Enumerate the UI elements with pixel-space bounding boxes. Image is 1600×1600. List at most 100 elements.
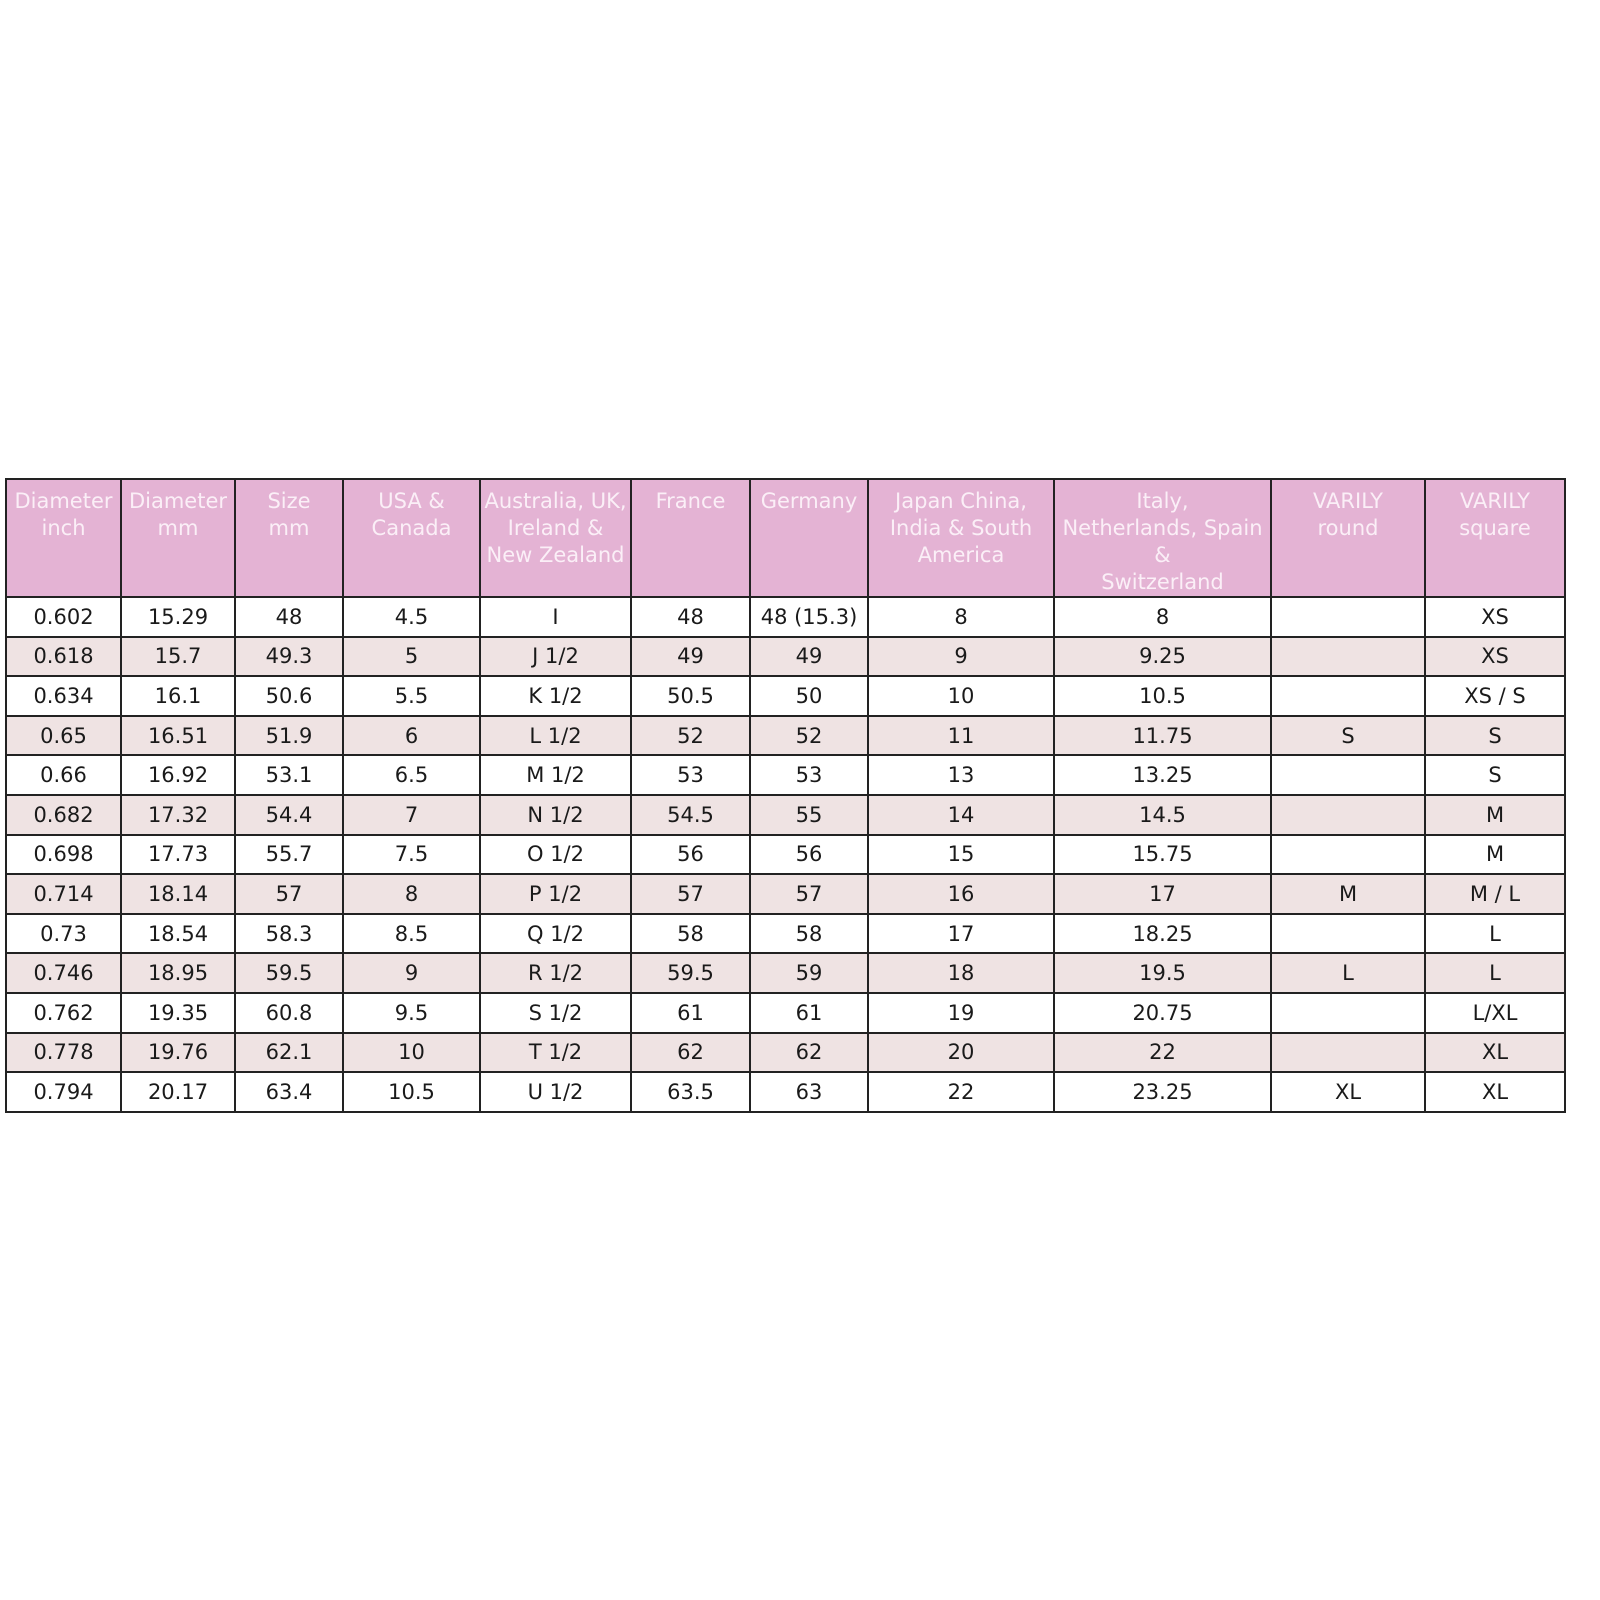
table-cell: XS [1424, 596, 1566, 638]
table-row: 0.73 18.54 58.3 8.5 Q 1/2 58 58 17 18.25 L [5, 912, 1566, 955]
column-header: Germany [749, 478, 869, 598]
table-cell: 14 [867, 793, 1055, 836]
column-header: VARILY round [1270, 478, 1426, 598]
table-cell: 0.602 [5, 596, 122, 638]
table-cell: 8.5 [342, 912, 481, 955]
table-cell: K 1/2 [479, 675, 632, 717]
table-cell: 8 [1053, 596, 1272, 638]
table-cell [1270, 833, 1426, 876]
table-cell: 57 [630, 873, 751, 915]
column-header-line: Italy, [1136, 489, 1189, 513]
table-cell: 7 [342, 793, 481, 836]
table-cell: 54.4 [234, 793, 344, 836]
table-cell: 19 [867, 991, 1055, 1034]
ring-size-table: Diameter inch Diameter mm Size mm USA & Canada A… [5, 478, 1566, 1113]
table-cell: J 1/2 [479, 635, 632, 678]
table-cell: U 1/2 [479, 1071, 632, 1113]
table-cell: 0.794 [5, 1071, 122, 1113]
table-cell: 15.29 [120, 596, 236, 638]
table-cell: 20 [867, 1031, 1055, 1074]
table-cell: 13 [867, 754, 1055, 796]
table-cell: 0.73 [5, 912, 122, 955]
table-body: 0.602 15.29 48 4.5 I 48 48 (15.3) 8 8 XS 0.618 15.7… [5, 596, 1566, 1113]
table-cell: 8 [867, 596, 1055, 638]
column-header-line: VARILY [1460, 489, 1530, 513]
column-header: USA & Canada [342, 478, 481, 598]
table-cell: 61 [749, 991, 869, 1034]
table-cell [1270, 635, 1426, 678]
table-cell: 20.75 [1053, 991, 1272, 1034]
column-header-line: round [1317, 516, 1379, 540]
table-cell: L/XL [1424, 991, 1566, 1034]
table-cell: XL [1270, 1071, 1426, 1113]
table-cell: 7.5 [342, 833, 481, 876]
column-header-line: Diameter [14, 489, 113, 513]
table-cell: 50.6 [234, 675, 344, 717]
table-cell: S [1424, 714, 1566, 757]
table-cell: 17 [867, 912, 1055, 955]
table-cell: 17.32 [120, 793, 236, 836]
column-header-line: mm [268, 516, 310, 540]
table-cell: 4.5 [342, 596, 481, 638]
table-cell: 15 [867, 833, 1055, 876]
table-cell: 9 [867, 635, 1055, 678]
column-header-line: Germany [760, 489, 858, 513]
column-header-line: Ireland & [507, 516, 604, 540]
table-row: 0.746 18.95 59.5 9 R 1/2 59.5 59 18 19.5 L L [5, 952, 1566, 994]
table-cell: 48 [234, 596, 344, 638]
table-cell: 62 [749, 1031, 869, 1074]
table-cell: 59.5 [234, 952, 344, 994]
table-cell: 0.746 [5, 952, 122, 994]
table-cell: 57 [234, 873, 344, 915]
table-cell: 49 [749, 635, 869, 678]
table-row: 0.698 17.73 55.7 7.5 O 1/2 56 56 15 15.75 M [5, 833, 1566, 876]
table-cell: 49 [630, 635, 751, 678]
table-cell: I [479, 596, 632, 638]
column-header-line: America [917, 543, 1005, 567]
table-cell: 53.1 [234, 754, 344, 796]
column-header-line: New Zealand [486, 543, 625, 567]
table-cell: 19.76 [120, 1031, 236, 1074]
table-cell: 14.5 [1053, 793, 1272, 836]
table-cell: 0.66 [5, 754, 122, 796]
column-header-line: Canada [371, 516, 452, 540]
column-header-line: & [1154, 543, 1171, 567]
table-cell: 22 [1053, 1031, 1272, 1074]
column-header-line: France [655, 489, 726, 513]
table-cell: 50 [749, 675, 869, 717]
table-cell: 59 [749, 952, 869, 994]
table-cell: XS / S [1424, 675, 1566, 717]
table-cell: 10.5 [1053, 675, 1272, 717]
column-header-line: USA & [378, 489, 445, 513]
column-header-line: mm [157, 516, 199, 540]
column-header-line: Size [267, 489, 311, 513]
table-cell: 13.25 [1053, 754, 1272, 796]
table-cell [1270, 912, 1426, 955]
table-cell: S [1270, 714, 1426, 757]
table-cell: 15.7 [120, 635, 236, 678]
table-cell: 48 (15.3) [749, 596, 869, 638]
table-cell: 53 [630, 754, 751, 796]
table-cell: 0.682 [5, 793, 122, 836]
table-cell: 9 [342, 952, 481, 994]
table-cell: N 1/2 [479, 793, 632, 836]
table-cell: 19.5 [1053, 952, 1272, 994]
table-cell: 52 [630, 714, 751, 757]
column-header-line: Australia, UK, [484, 489, 627, 513]
table-cell: 6.5 [342, 754, 481, 796]
table-cell: 16.1 [120, 675, 236, 717]
table-cell: 10 [867, 675, 1055, 717]
table-row: 0.778 19.76 62.1 10 T 1/2 62 62 20 22 XL [5, 1031, 1566, 1074]
column-header: Size mm [234, 478, 344, 598]
table-cell: O 1/2 [479, 833, 632, 876]
column-header-line: inch [41, 516, 86, 540]
table-cell: 54.5 [630, 793, 751, 836]
table-cell: 0.618 [5, 635, 122, 678]
table-cell: 58 [749, 912, 869, 955]
table-row: 0.602 15.29 48 4.5 I 48 48 (15.3) 8 8 XS [5, 596, 1566, 638]
table-cell: P 1/2 [479, 873, 632, 915]
table-row: 0.682 17.32 54.4 7 N 1/2 54.5 55 14 14.5 M [5, 793, 1566, 836]
column-header: Japan China, India & South America [867, 478, 1055, 598]
column-header-line: square [1459, 516, 1531, 540]
table-cell: 19.35 [120, 991, 236, 1034]
